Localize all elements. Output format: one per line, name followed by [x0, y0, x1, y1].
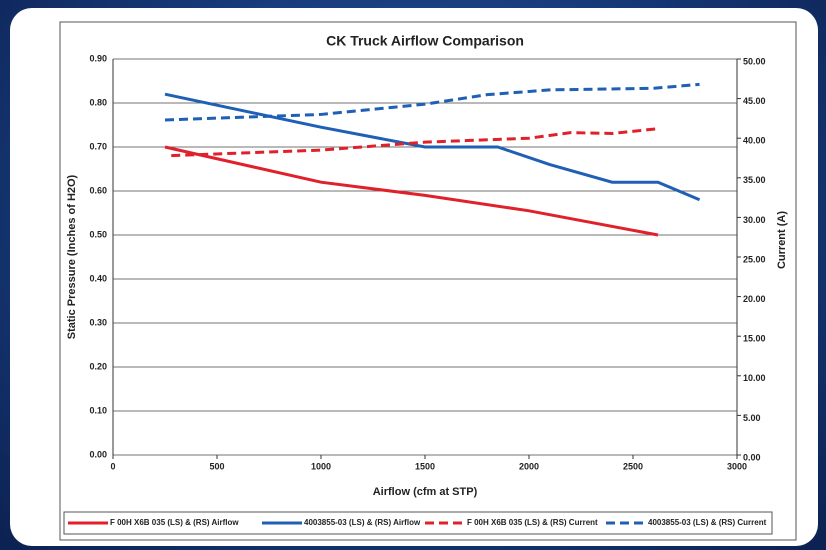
y-tick-label: 0.00: [89, 449, 107, 459]
y2-tick-label: 35.00: [743, 175, 766, 185]
y2-tick-label: 25.00: [743, 254, 766, 264]
x-axis-label: Airflow (cfm at STP): [373, 486, 478, 498]
legend-label: 4003855-03 (LS) & (RS) Current: [648, 518, 767, 527]
y2-tick-label: 15.00: [743, 334, 766, 344]
panel: [10, 8, 818, 546]
y2-tick-label: 5.00: [743, 413, 761, 423]
y-tick-label: 0.90: [89, 53, 107, 63]
legend-label: F 00H X6B 035 (LS) & (RS) Airflow: [110, 518, 239, 527]
y2-tick-label: 40.00: [743, 136, 766, 146]
y2-tick-label: 50.00: [743, 56, 766, 66]
y2-tick-label: 30.00: [743, 215, 766, 225]
y-tick-label: 0.60: [89, 185, 107, 195]
x-tick-label: 2500: [623, 461, 643, 471]
y-tick-label: 0.50: [89, 229, 107, 239]
chart-frame: [59, 21, 797, 541]
x-tick-label: 500: [209, 461, 224, 471]
legend-box: [63, 511, 773, 535]
y2-tick-label: 0.00: [743, 452, 761, 462]
y2-tick-label: 45.00: [743, 96, 766, 106]
y2-axis-label: Current (A): [776, 211, 788, 269]
y2-tick-label: 20.00: [743, 294, 766, 304]
chart-title: CK Truck Airflow Comparison: [326, 33, 524, 49]
y-tick-label: 0.40: [89, 273, 107, 283]
series-line: [171, 127, 659, 158]
x-tick-label: 3000: [727, 461, 747, 471]
x-tick-label: 1000: [311, 461, 331, 471]
y-tick-label: 0.30: [89, 317, 107, 327]
x-tick-label: 2000: [519, 461, 539, 471]
y-axis-label: Static Pressure (Inches of H2O): [66, 174, 78, 339]
y-tick-label: 0.10: [89, 405, 107, 415]
y-tick-label: 0.20: [89, 361, 107, 371]
series-line: [164, 145, 659, 237]
y2-tick-label: 10.00: [743, 373, 766, 383]
series-line: [164, 82, 700, 122]
legend-label: F 00H X6B 035 (LS) & (RS) Current: [467, 518, 598, 527]
x-tick-label: 1500: [415, 461, 435, 471]
series-line: [164, 92, 701, 202]
y-tick-label: 0.80: [89, 97, 107, 107]
legend-label: 4003855-03 (LS) & (RS) Airflow: [304, 518, 421, 527]
y-tick-label: 0.70: [89, 141, 107, 151]
x-tick-label: 0: [110, 461, 115, 471]
